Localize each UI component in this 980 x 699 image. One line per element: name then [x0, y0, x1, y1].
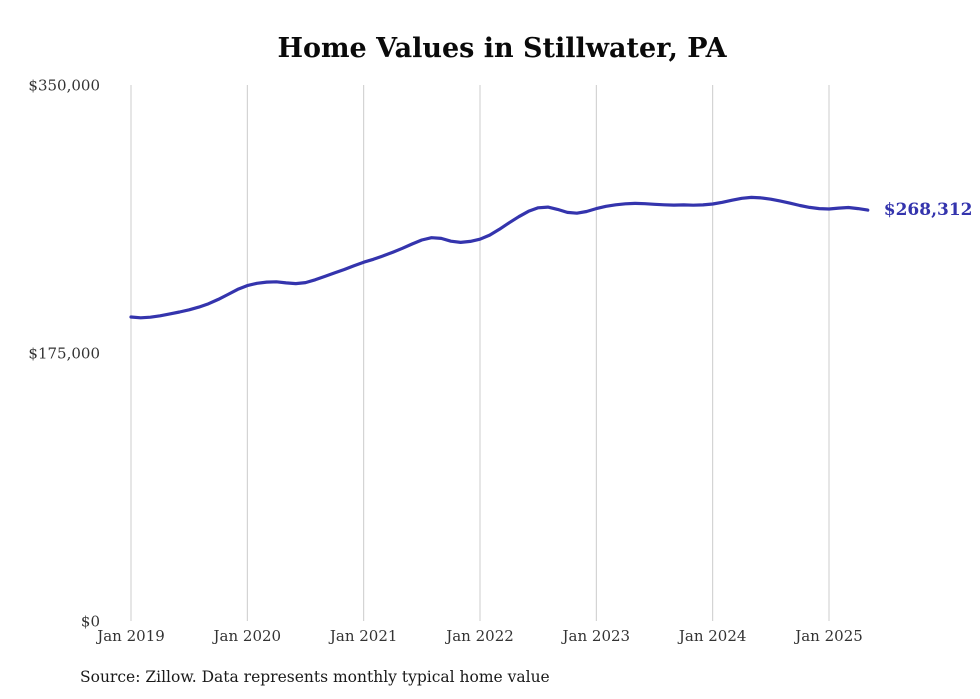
x-tick-label: Jan 2024	[677, 627, 747, 645]
y-tick-label: $0	[81, 613, 100, 631]
year-gridlines	[130, 85, 830, 621]
y-axis-tick-labels: $0 $175,000 $350,000	[28, 77, 100, 631]
x-tick-label: Jan 2023	[561, 627, 631, 645]
latest-value-label: $268,312	[884, 200, 973, 220]
x-axis-tick-labels: Jan 2019 Jan 2020 Jan 2021 Jan 2022 Jan 2023…	[95, 627, 863, 645]
y-tick-label: $175,000	[28, 345, 100, 363]
y-tick-label: $350,000	[28, 77, 100, 95]
source-note: Source: Zillow. Data represents monthly …	[80, 668, 550, 686]
home-value-line	[129, 195, 870, 320]
x-tick-label: Jan 2021	[328, 627, 398, 645]
x-tick-label: Jan 2022	[444, 627, 514, 645]
chart-title: Home Values in Stillwater, PA	[277, 33, 727, 64]
x-tick-label: Jan 2019	[95, 627, 165, 645]
x-tick-label: Jan 2020	[212, 627, 282, 645]
x-tick-label: Jan 2025	[793, 627, 863, 645]
